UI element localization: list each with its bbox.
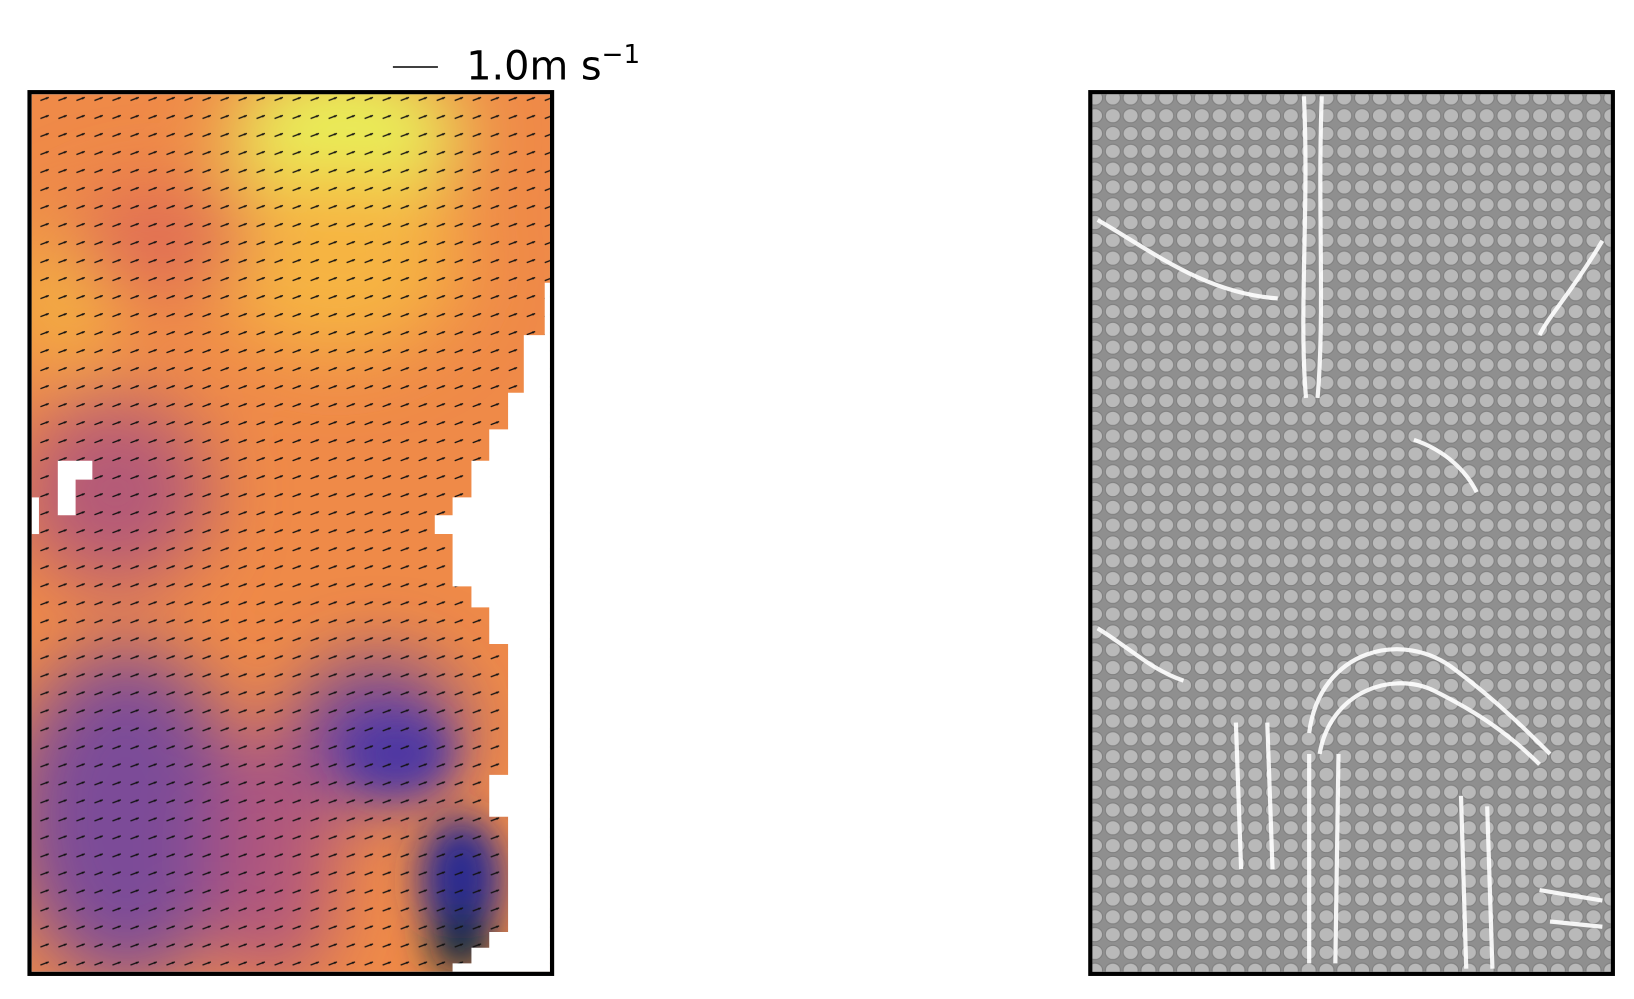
key-label: 1.0m s−1 — [466, 40, 640, 90]
field-frame — [27, 90, 555, 976]
field-panel — [31, 94, 550, 972]
key-exponent: −1 — [602, 40, 641, 70]
key-unit: 1.0m s — [466, 44, 601, 90]
ellipse-frame — [1088, 90, 1615, 976]
ellipse-panel — [1092, 94, 1611, 972]
